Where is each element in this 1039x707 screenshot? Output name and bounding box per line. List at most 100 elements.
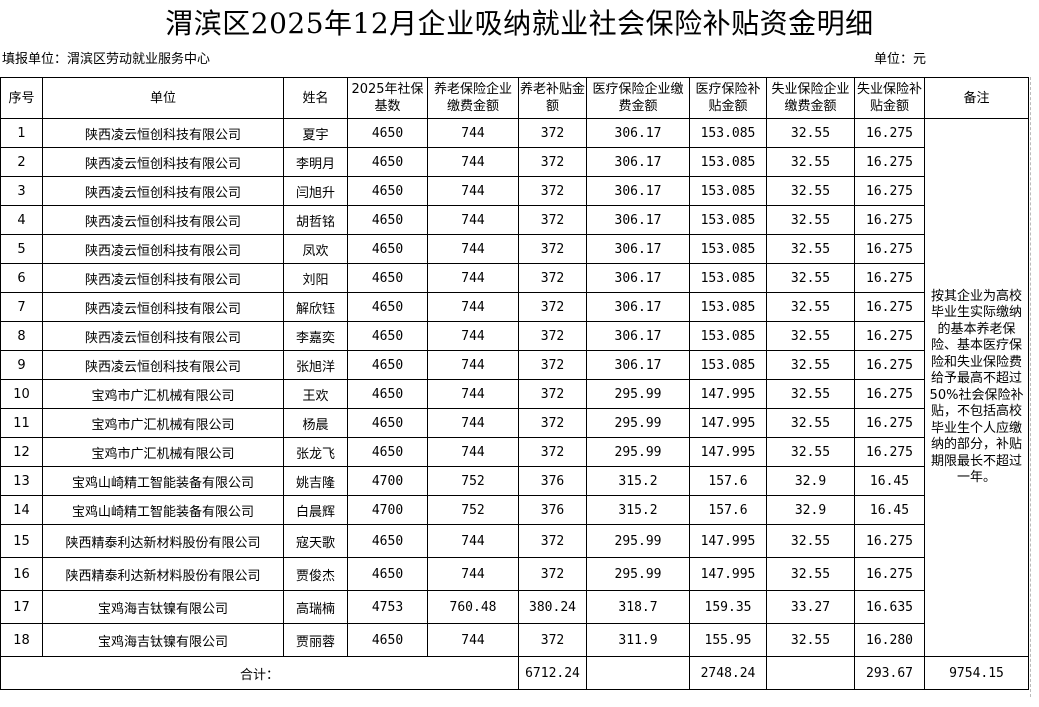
cell-unemp-sub[interactable]: 16.275 — [854, 524, 925, 558]
cell-seq[interactable]: 12 — [0, 437, 43, 467]
cell-medical-pay[interactable]: 295.99 — [586, 408, 690, 438]
cell-name[interactable]: 杨晨 — [283, 408, 348, 438]
cell-medical-sub[interactable]: 147.995 — [689, 557, 767, 591]
cell-company[interactable]: 宝鸡山崎精工智能装备有限公司 — [42, 466, 284, 496]
cell-unemp-sub[interactable]: 16.275 — [854, 234, 925, 264]
cell-pension-sub[interactable]: 372 — [518, 118, 587, 148]
cell-medical-pay[interactable]: 311.9 — [586, 623, 690, 657]
cell-medical-sub[interactable]: 159.35 — [689, 590, 767, 624]
cell-pension-sub[interactable]: 372 — [518, 350, 587, 380]
cell-name[interactable]: 白晨辉 — [283, 495, 348, 525]
cell-base[interactable]: 4650 — [347, 524, 428, 558]
cell-medical-sub[interactable]: 153.085 — [689, 350, 767, 380]
cell-company[interactable]: 陕西凌云恒创科技有限公司 — [42, 176, 284, 206]
cell-base[interactable]: 4700 — [347, 495, 428, 525]
cell-company[interactable]: 陕西凌云恒创科技有限公司 — [42, 205, 284, 235]
cell-unemp-sub[interactable]: 16.275 — [854, 263, 925, 293]
cell-name[interactable]: 贾俊杰 — [283, 557, 348, 591]
cell-pension-sub[interactable]: 372 — [518, 263, 587, 293]
cell-base[interactable]: 4650 — [347, 379, 428, 409]
total-unemp-sub[interactable]: 293.67 — [854, 656, 925, 690]
cell-base[interactable]: 4650 — [347, 292, 428, 322]
cell-company[interactable]: 陕西凌云恒创科技有限公司 — [42, 350, 284, 380]
cell-unemp-pay[interactable]: 32.55 — [766, 234, 855, 264]
cell-unemp-sub[interactable]: 16.275 — [854, 292, 925, 322]
cell-unemp-sub[interactable]: 16.275 — [854, 176, 925, 206]
cell-company[interactable]: 陕西凌云恒创科技有限公司 — [42, 321, 284, 351]
cell-medical-sub[interactable]: 147.995 — [689, 379, 767, 409]
cell-company[interactable]: 宝鸡山崎精工智能装备有限公司 — [42, 495, 284, 525]
cell-pension-sub[interactable]: 372 — [518, 437, 587, 467]
cell-name[interactable]: 寇天歌 — [283, 524, 348, 558]
cell-unemp-pay[interactable]: 32.55 — [766, 263, 855, 293]
cell-name[interactable]: 张旭洋 — [283, 350, 348, 380]
cell-pension-sub[interactable]: 372 — [518, 176, 587, 206]
total-medical-sub[interactable]: 2748.24 — [689, 656, 767, 690]
cell-pension-pay[interactable]: 760.48 — [427, 590, 519, 624]
cell-pension-pay[interactable]: 744 — [427, 379, 519, 409]
cell-base[interactable]: 4650 — [347, 408, 428, 438]
cell-medical-pay[interactable]: 306.17 — [586, 205, 690, 235]
cell-medical-pay[interactable]: 306.17 — [586, 263, 690, 293]
cell-seq[interactable]: 17 — [0, 590, 43, 624]
total-label[interactable]: 合计： — [0, 656, 519, 690]
cell-base[interactable]: 4650 — [347, 176, 428, 206]
cell-seq[interactable]: 5 — [0, 234, 43, 264]
cell-medical-pay[interactable]: 306.17 — [586, 292, 690, 322]
cell-unemp-sub[interactable]: 16.275 — [854, 118, 925, 148]
cell-unemp-sub[interactable]: 16.45 — [854, 466, 925, 496]
cell-pension-pay[interactable]: 752 — [427, 495, 519, 525]
cell-company[interactable]: 宝鸡市广汇机械有限公司 — [42, 408, 284, 438]
cell-pension-pay[interactable]: 744 — [427, 234, 519, 264]
cell-unemp-sub[interactable]: 16.280 — [854, 623, 925, 657]
cell-pension-sub[interactable]: 380.24 — [518, 590, 587, 624]
cell-pension-sub[interactable]: 372 — [518, 408, 587, 438]
cell-seq[interactable]: 14 — [0, 495, 43, 525]
cell-company[interactable]: 陕西凌云恒创科技有限公司 — [42, 147, 284, 177]
cell-pension-sub[interactable]: 372 — [518, 524, 587, 558]
cell-pension-pay[interactable]: 744 — [427, 147, 519, 177]
cell-unemp-sub[interactable]: 16.275 — [854, 350, 925, 380]
cell-pension-pay[interactable]: 744 — [427, 408, 519, 438]
cell-unemp-sub[interactable]: 16.275 — [854, 437, 925, 467]
cell-medical-sub[interactable]: 153.085 — [689, 234, 767, 264]
cell-unemp-pay[interactable]: 32.55 — [766, 408, 855, 438]
cell-company[interactable]: 宝鸡市广汇机械有限公司 — [42, 379, 284, 409]
cell-unemp-sub[interactable]: 16.45 — [854, 495, 925, 525]
cell-medical-sub[interactable]: 153.085 — [689, 263, 767, 293]
total-pension-sub[interactable]: 6712.24 — [518, 656, 587, 690]
cell-unemp-sub[interactable]: 16.275 — [854, 408, 925, 438]
cell-medical-sub[interactable]: 157.6 — [689, 495, 767, 525]
cell-unemp-sub[interactable]: 16.275 — [854, 557, 925, 591]
cell-medical-sub[interactable]: 153.085 — [689, 176, 767, 206]
cell-pension-pay[interactable]: 744 — [427, 437, 519, 467]
cell-pension-sub[interactable]: 376 — [518, 495, 587, 525]
cell-company[interactable]: 宝鸡海吉钛镍有限公司 — [42, 590, 284, 624]
cell-base[interactable]: 4650 — [347, 350, 428, 380]
cell-base[interactable]: 4650 — [347, 321, 428, 351]
cell-pension-pay[interactable]: 744 — [427, 118, 519, 148]
cell-company[interactable]: 陕西精泰利达新材料股份有限公司 — [42, 524, 284, 558]
cell-unemp-pay[interactable]: 33.27 — [766, 590, 855, 624]
cell-pension-pay[interactable]: 744 — [427, 557, 519, 591]
cell-unemp-sub[interactable]: 16.275 — [854, 321, 925, 351]
cell-company[interactable]: 陕西精泰利达新材料股份有限公司 — [42, 557, 284, 591]
cell-unemp-pay[interactable]: 32.55 — [766, 118, 855, 148]
cell-medical-pay[interactable]: 315.2 — [586, 466, 690, 496]
cell-medical-pay[interactable]: 295.99 — [586, 557, 690, 591]
cell-unemp-pay[interactable]: 32.55 — [766, 524, 855, 558]
cell-unemp-pay[interactable]: 32.9 — [766, 495, 855, 525]
cell-pension-pay[interactable]: 744 — [427, 263, 519, 293]
cell-medical-sub[interactable]: 153.085 — [689, 118, 767, 148]
cell-company[interactable]: 陕西凌云恒创科技有限公司 — [42, 263, 284, 293]
cell-seq[interactable]: 9 — [0, 350, 43, 380]
cell-pension-pay[interactable]: 744 — [427, 623, 519, 657]
cell-base[interactable]: 4650 — [347, 205, 428, 235]
cell-unemp-sub[interactable]: 16.635 — [854, 590, 925, 624]
cell-pension-sub[interactable]: 372 — [518, 379, 587, 409]
cell-pension-pay[interactable]: 744 — [427, 524, 519, 558]
cell-seq[interactable]: 8 — [0, 321, 43, 351]
cell-medical-sub[interactable]: 153.085 — [689, 205, 767, 235]
cell-medical-sub[interactable]: 147.995 — [689, 524, 767, 558]
cell-base[interactable]: 4650 — [347, 118, 428, 148]
